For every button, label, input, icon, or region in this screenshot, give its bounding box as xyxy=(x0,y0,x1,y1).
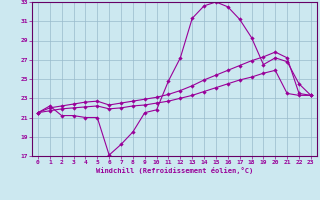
X-axis label: Windchill (Refroidissement éolien,°C): Windchill (Refroidissement éolien,°C) xyxy=(96,167,253,174)
